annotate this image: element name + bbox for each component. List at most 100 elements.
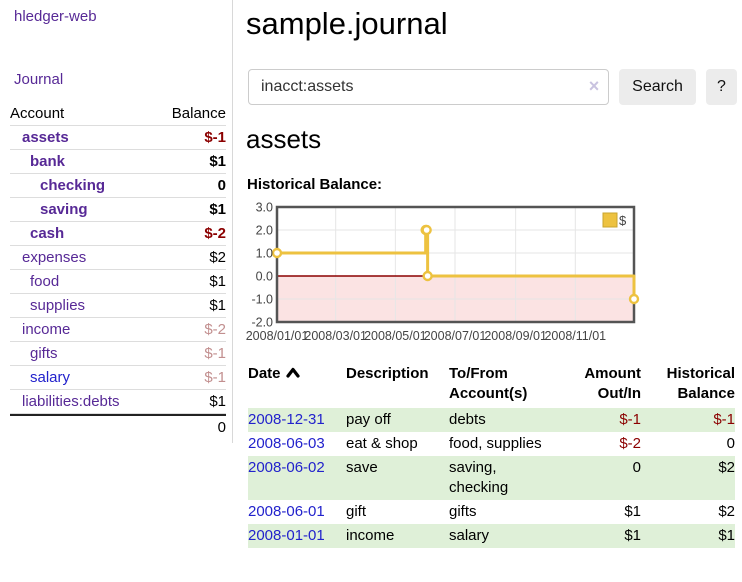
transaction-amount: $1 [624, 503, 641, 520]
transaction-date-link[interactable]: 2008-06-03 [248, 435, 325, 452]
search-input[interactable] [248, 69, 609, 105]
account-balance: $1 [209, 153, 226, 170]
transaction-balance: $2 [641, 456, 735, 500]
svg-text:1.0: 1.0 [256, 247, 273, 261]
account-balance: $-2 [204, 321, 226, 338]
register-col-historical: Historical Balance [666, 365, 735, 402]
transaction-description: eat & shop [346, 435, 418, 452]
account-row-income: income $-2 [10, 318, 226, 342]
app-title-link[interactable]: hledger-web [14, 8, 97, 25]
sidebar-item-journal[interactable]: Journal [14, 71, 64, 88]
register-col-amount: Amount Out/In [584, 365, 641, 402]
account-link[interactable]: supplies [30, 297, 86, 314]
transaction-amount: $-2 [619, 435, 641, 452]
account-heading: assets [246, 124, 322, 154]
svg-text:2008/09/01: 2008/09/01 [484, 329, 547, 343]
clear-search-icon[interactable]: × [588, 76, 600, 96]
account-link[interactable]: salary [30, 369, 71, 386]
account-balance: $-2 [204, 225, 226, 242]
sidebar-divider [232, 0, 233, 443]
svg-text:2008/05/01: 2008/05/01 [364, 329, 427, 343]
register-row: 2008-06-03 eat & shop food, supplies $-2 0 [248, 432, 735, 456]
accounts-header-row: Account Balance [10, 102, 226, 126]
register-col-to/from: To/From Account(s) [449, 365, 528, 402]
svg-text:3.0: 3.0 [256, 201, 273, 215]
account-link[interactable]: liabilities:debts [22, 393, 120, 410]
account-link[interactable]: bank [30, 153, 66, 170]
account-balance: 0 [217, 177, 226, 194]
account-link[interactable]: cash [30, 225, 65, 242]
transaction-description: save [346, 456, 449, 500]
transaction-date-link[interactable]: 2008-06-02 [248, 459, 325, 476]
transaction-balance: 0 [726, 435, 735, 452]
register-header-row: Date Description To/From Account(s) Amount … [248, 364, 735, 408]
account-balance: $-1 [204, 129, 226, 146]
svg-text:2008/07/01: 2008/07/01 [424, 329, 487, 343]
svg-text:-1.0: -1.0 [251, 293, 273, 307]
account-balance: $1 [209, 393, 226, 410]
transaction-description: gift [346, 503, 367, 520]
chart-legend-label: $ [619, 213, 627, 228]
account-row-expenses: expenses $2 [10, 246, 226, 270]
transaction-amount: 0 [579, 456, 641, 500]
sort-chevron-up-icon [285, 367, 300, 378]
transaction-date-link[interactable]: 2008-01-01 [248, 527, 325, 544]
register-col-description: Description [346, 365, 429, 382]
account-link[interactable]: gifts [30, 345, 58, 362]
account-balance: $1 [209, 201, 226, 218]
account-link[interactable]: income [22, 321, 71, 338]
register-col-date[interactable]: Date [248, 364, 346, 408]
account-row-checking: checking 0 [10, 174, 226, 198]
transaction-balance: $-1 [641, 408, 735, 432]
historical-balance-chart: $3.0 2.0 1.0 0.0 -1.0 -2.02008/01/012008/03/0… [246, 201, 640, 343]
register-table: Date Description To/From Account(s) Amount … [248, 364, 735, 548]
search-button[interactable]: Search [619, 69, 696, 105]
account-link[interactable]: expenses [22, 249, 87, 266]
accounts-table: Account Balance assets $-1 bank $1 checking 0… [10, 102, 226, 438]
account-balance: $1 [209, 297, 226, 314]
page-title: sample.journal [246, 6, 448, 41]
account-row-liabilities-debts: liabilities:debts $1 [10, 390, 226, 414]
sidebar: hledger-web Journal Account Balance asse… [0, 0, 233, 582]
register-row: 2008-06-02 save saving, checking 0 $2 [248, 456, 735, 500]
account-balance: $2 [209, 249, 226, 266]
svg-text:2008/03/01: 2008/03/01 [304, 329, 367, 343]
accounts-header-account: Account [10, 105, 65, 122]
help-button[interactable]: ? [706, 69, 737, 105]
svg-text:2.0: 2.0 [256, 224, 273, 238]
account-link[interactable]: checking [40, 177, 106, 194]
transaction-balance: $2 [718, 503, 735, 520]
accounts-total-balance: 0 [217, 418, 226, 436]
account-row-saving: saving $1 [10, 198, 226, 222]
transaction-description: pay off [346, 408, 449, 432]
svg-text:0.0: 0.0 [256, 270, 273, 284]
account-row-supplies: supplies $1 [10, 294, 226, 318]
transaction-accounts: debts [449, 408, 579, 432]
account-row-assets: assets $-1 [10, 126, 226, 150]
transaction-balance: $1 [641, 524, 735, 548]
account-balance: $1 [209, 273, 226, 290]
transaction-accounts: salary [449, 524, 579, 548]
account-row-bank: bank $1 [10, 150, 226, 174]
account-balance: $-1 [204, 345, 226, 362]
svg-text:2008/11/01: 2008/11/01 [544, 329, 606, 343]
transaction-accounts: saving, checking [449, 456, 579, 500]
accounts-header-balance: Balance [171, 105, 226, 122]
transaction-amount: $1 [579, 524, 641, 548]
account-link[interactable]: food [30, 273, 60, 290]
transaction-accounts: food, supplies [449, 435, 542, 452]
register-row: 2008-01-01 income salary $1 $1 [248, 524, 735, 548]
transaction-description: income [346, 524, 449, 548]
transaction-date-link[interactable]: 2008-12-31 [248, 411, 325, 428]
account-link[interactable]: saving [40, 201, 88, 218]
account-link[interactable]: assets [22, 129, 69, 146]
svg-text:2008/01/01: 2008/01/01 [246, 329, 309, 343]
account-row-salary: salary $-1 [10, 366, 226, 390]
transaction-date-link[interactable]: 2008-06-01 [248, 503, 325, 520]
register-row: 2008-06-01 gift gifts $1 $2 [248, 500, 735, 524]
account-row-gifts: gifts $-1 [10, 342, 226, 366]
account-row-food: food $1 [10, 270, 226, 294]
account-balance: $-1 [204, 369, 226, 386]
chart-title: Historical Balance: [247, 176, 383, 193]
